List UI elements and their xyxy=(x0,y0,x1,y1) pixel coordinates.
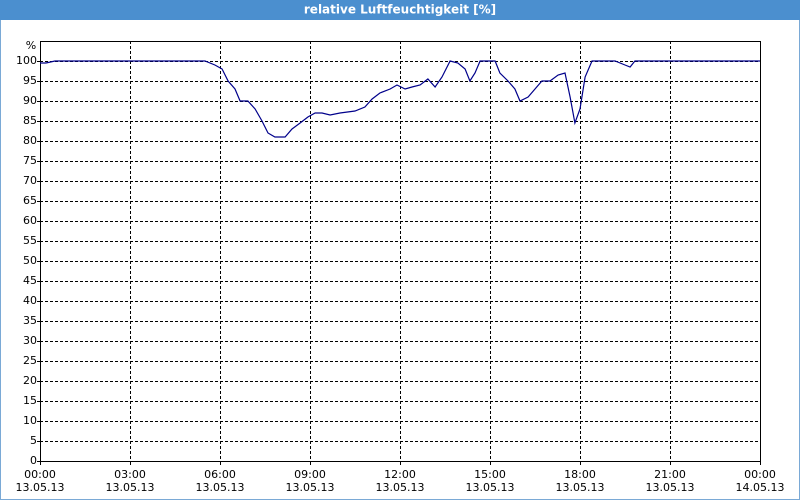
plot-border xyxy=(40,41,761,462)
y-tick-label: 65 xyxy=(23,194,37,207)
x-tick-label: 21:00 13.05.13 xyxy=(646,468,695,494)
x-tick-label-line: 13.05.13 xyxy=(16,481,65,494)
y-tick-label: 50 xyxy=(23,254,37,267)
x-tick-label-line: 03:00 xyxy=(114,468,146,481)
data-line xyxy=(40,60,760,138)
x-tick-label: 00:00 14.05.13 xyxy=(736,468,785,494)
y-tick-label: 35 xyxy=(23,314,37,327)
y-tick-label: 100 xyxy=(16,54,37,67)
y-tick-label: 75 xyxy=(23,154,37,167)
y-tick-label: 0 xyxy=(30,454,37,467)
x-tick-label-line: 00:00 xyxy=(24,468,56,481)
y-tick-label: 15 xyxy=(23,394,37,407)
x-tick-label-line: 09:00 xyxy=(294,468,326,481)
y-tick-label: 10 xyxy=(23,414,37,427)
y-tick-label: 30 xyxy=(23,334,37,347)
y-tick-label: 60 xyxy=(23,214,37,227)
x-tick-label-line: 13.05.13 xyxy=(286,481,335,494)
x-tick-label-line: 13.05.13 xyxy=(106,481,155,494)
y-axis-label: % xyxy=(26,39,36,52)
x-tick-label-line: 00:00 xyxy=(744,468,776,481)
y-tick-label: 80 xyxy=(23,134,37,147)
y-tick-label: 40 xyxy=(23,294,37,307)
x-tick-label-line: 13.05.13 xyxy=(196,481,245,494)
y-tick-label: 85 xyxy=(23,114,37,127)
x-tick-label-line: 13.05.13 xyxy=(466,481,515,494)
x-tick-label: 09:00 13.05.13 xyxy=(286,468,335,494)
x-tick-label-line: 13.05.13 xyxy=(376,481,425,494)
x-tick-label-line: 18:00 xyxy=(564,468,596,481)
x-tick-label-line: 13.05.13 xyxy=(646,481,695,494)
y-tick-label: 95 xyxy=(23,74,37,87)
chart-title: relative Luftfeuchtigkeit [%] xyxy=(304,3,496,17)
x-tick-label: 18:00 13.05.13 xyxy=(556,468,605,494)
x-tick-label: 06:00 13.05.13 xyxy=(196,468,245,494)
x-tick-label: 12:00 13.05.13 xyxy=(376,468,425,494)
x-tick-label-line: 14.05.13 xyxy=(736,481,785,494)
x-tick-label: 00:00 13.05.13 xyxy=(16,468,65,494)
y-tick-label: 90 xyxy=(23,94,37,107)
x-tick-label-line: 13.05.13 xyxy=(556,481,605,494)
y-tick-label: 45 xyxy=(23,274,37,287)
y-tick-label: 5 xyxy=(30,434,37,447)
title-bar xyxy=(0,0,800,20)
x-tick-label-line: 06:00 xyxy=(204,468,236,481)
y-tick-label: 55 xyxy=(23,234,37,247)
x-tick-label-line: 12:00 xyxy=(384,468,416,481)
x-tick-label: 15:00 13.05.13 xyxy=(466,468,515,494)
y-tick-label: 25 xyxy=(23,354,37,367)
y-tick-label: 70 xyxy=(23,174,37,187)
x-tick-label: 03:00 13.05.13 xyxy=(106,468,155,494)
y-tick-label: 20 xyxy=(23,374,37,387)
x-tick-label-line: 15:00 xyxy=(474,468,506,481)
x-tick-label-line: 21:00 xyxy=(654,468,686,481)
